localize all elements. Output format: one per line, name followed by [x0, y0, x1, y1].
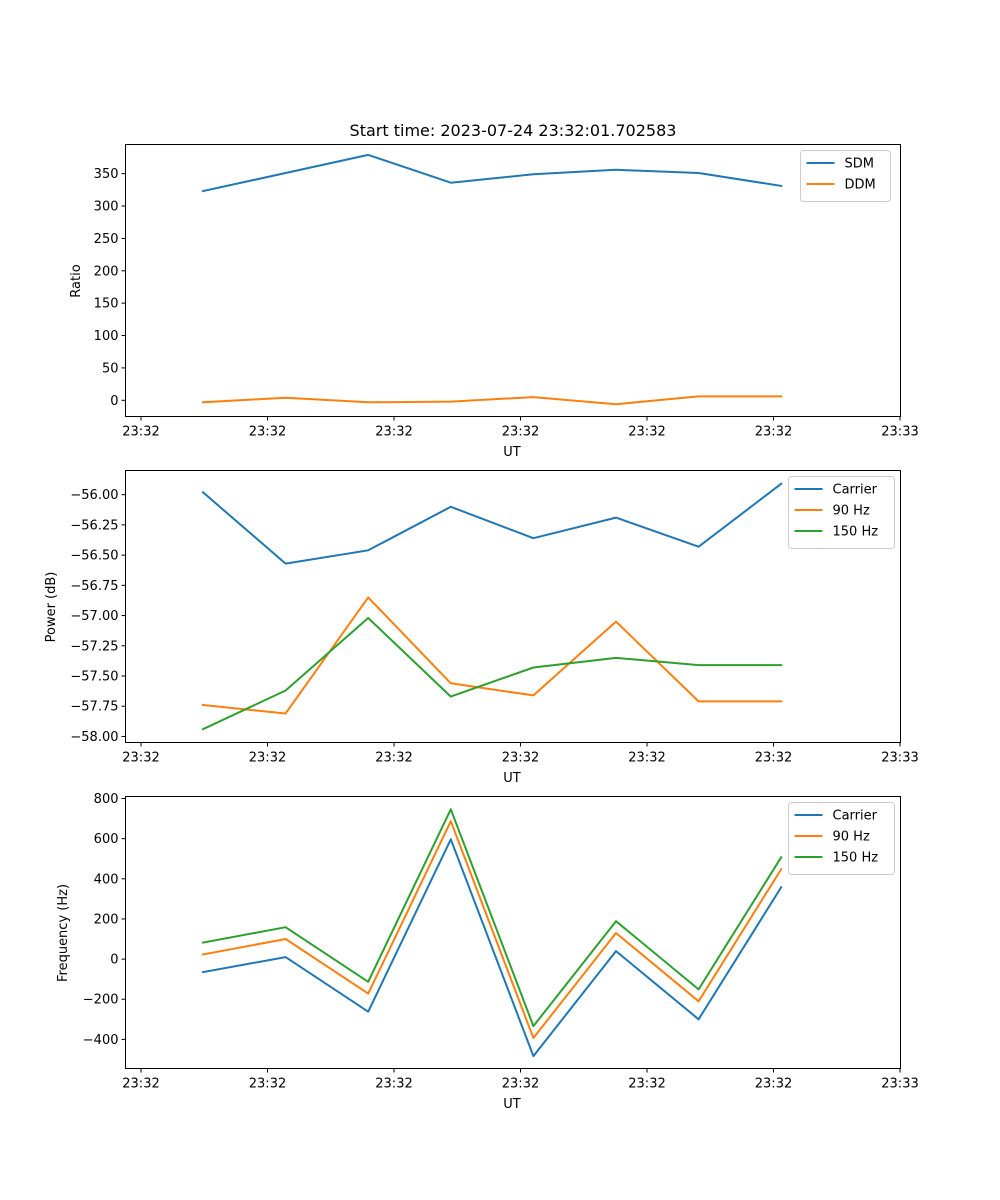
- power-x-tick-label: 23:32: [755, 751, 792, 766]
- power-y-axis-label: Power (dB): [44, 572, 59, 643]
- frequency-axes-frame: [125, 796, 901, 1069]
- frequency-y-tick-label: 200: [94, 912, 119, 927]
- frequency-series-90-hz-line: [201, 820, 783, 1039]
- ratio-y-tick-label: 350: [94, 167, 119, 182]
- power-x-axis: 23:32 23:32 23:32 23:32 23:32 23:32 23:33: [122, 742, 919, 766]
- power-x-tick-label: 23:33: [881, 751, 918, 766]
- frequency-x-tick-label: 23:32: [122, 1077, 159, 1092]
- ratio-series-ddm-line: [201, 395, 783, 406]
- ratio-axes-frame: [125, 144, 901, 417]
- power-series-150-hz-line: [201, 617, 783, 731]
- power-x-tick-label: 23:32: [249, 751, 286, 766]
- power-y-tick-label: −56.00: [70, 488, 118, 503]
- frequency-y-axis: −400 −200 0 200 400 600 800: [83, 792, 126, 1048]
- power-y-tick-label: −57.00: [70, 609, 118, 624]
- frequency-y-tick-label: 800: [94, 792, 119, 807]
- power-y-tick-label: −56.50: [70, 549, 118, 564]
- ratio-y-axis: 0 50 100 150 200 250 300 350: [94, 167, 126, 409]
- power-series-90-hz-line: [201, 596, 783, 715]
- frequency-legend-label-carrier: Carrier: [833, 809, 878, 824]
- frequency-x-tick-label: 23:32: [755, 1077, 792, 1092]
- ratio-series-group: [201, 153, 783, 406]
- power-legend-label-carrier: Carrier: [833, 483, 878, 498]
- frequency-series-150-hz-line: [201, 808, 783, 1028]
- ratio-y-axis-label: Ratio: [69, 264, 84, 297]
- power-y-tick-label: −56.75: [70, 579, 118, 594]
- frequency-x-tick-label: 23:32: [502, 1077, 539, 1092]
- power-axes-frame: [125, 470, 901, 743]
- frequency-y-tick-label: 600: [94, 832, 119, 847]
- power-y-tick-label: −57.50: [70, 670, 118, 685]
- ratio-legend: SDM DDM: [800, 150, 891, 202]
- ratio-x-tick-label: 23:32: [249, 425, 286, 440]
- power-y-tick-label: −57.75: [70, 700, 118, 715]
- frequency-y-tick-label: −200: [83, 993, 119, 1008]
- frequency-series-carrier-line: [201, 838, 783, 1058]
- ratio-y-tick-label: 100: [94, 329, 119, 344]
- power-x-axis-label: UT: [503, 771, 521, 786]
- ratio-x-axis: 23:32 23:32 23:32 23:32 23:32 23:32 23:33: [122, 416, 919, 440]
- ratio-y-tick-label: 200: [94, 264, 119, 279]
- ratio-series-sdm-line: [201, 153, 783, 193]
- power-chart: −58.00 −57.75 −57.50 −57.25 −57.00 −56.75 −56.…: [44, 470, 919, 786]
- power-x-tick-label: 23:32: [122, 751, 159, 766]
- frequency-x-tick-label: 23:32: [375, 1077, 412, 1092]
- ratio-y-tick-label: 250: [94, 232, 119, 247]
- ratio-x-tick-label: 23:32: [502, 425, 539, 440]
- power-series-group: [201, 482, 783, 731]
- power-legend-label-90-hz: 90 Hz: [833, 504, 870, 519]
- ratio-y-tick-label: 150: [94, 297, 119, 312]
- frequency-series-group: [201, 808, 783, 1058]
- ratio-y-tick-label: 50: [102, 361, 119, 376]
- ratio-x-tick-label: 23:32: [375, 425, 412, 440]
- frequency-x-axis-label: UT: [503, 1097, 521, 1112]
- power-x-tick-label: 23:32: [628, 751, 665, 766]
- frequency-x-tick-label: 23:32: [628, 1077, 665, 1092]
- frequency-y-tick-label: −400: [83, 1033, 119, 1048]
- figure-title: Start time: 2023-07-24 23:32:01.702583: [350, 121, 677, 140]
- ratio-legend-label-sdm: SDM: [845, 157, 874, 172]
- power-y-tick-label: −58.00: [70, 730, 118, 745]
- frequency-x-tick-label: 23:32: [249, 1077, 286, 1092]
- frequency-y-tick-label: 0: [110, 953, 118, 968]
- power-y-axis: −58.00 −57.75 −57.50 −57.25 −57.00 −56.75 −56.…: [70, 488, 126, 745]
- ratio-y-tick-label: 300: [94, 200, 119, 215]
- power-x-tick-label: 23:32: [502, 751, 539, 766]
- ratio-x-tick-label: 23:32: [122, 425, 159, 440]
- power-x-tick-label: 23:32: [375, 751, 412, 766]
- ratio-x-tick-label: 23:32: [628, 425, 665, 440]
- power-legend: Carrier 90 Hz 150 Hz: [788, 476, 895, 549]
- ratio-x-tick-label: 23:33: [881, 425, 918, 440]
- ratio-x-axis-label: UT: [503, 445, 521, 460]
- power-y-tick-label: −56.25: [70, 518, 118, 533]
- ratio-x-tick-label: 23:32: [755, 425, 792, 440]
- frequency-y-tick-label: 400: [94, 872, 119, 887]
- power-legend-label-150-hz: 150 Hz: [833, 525, 879, 540]
- frequency-legend: Carrier 90 Hz 150 Hz: [788, 802, 895, 875]
- frequency-x-tick-label: 23:33: [881, 1077, 918, 1092]
- power-series-carrier-line: [201, 482, 783, 565]
- ratio-y-tick-label: 0: [110, 394, 118, 409]
- power-y-tick-label: −57.25: [70, 639, 118, 654]
- frequency-x-axis: 23:32 23:32 23:32 23:32 23:32 23:32 23:33: [122, 1068, 919, 1092]
- frequency-legend-label-150-hz: 150 Hz: [833, 851, 879, 866]
- frequency-legend-label-90-hz: 90 Hz: [833, 830, 870, 845]
- ratio-legend-label-ddm: DDM: [845, 178, 876, 193]
- frequency-y-axis-label: Frequency (Hz): [56, 884, 71, 982]
